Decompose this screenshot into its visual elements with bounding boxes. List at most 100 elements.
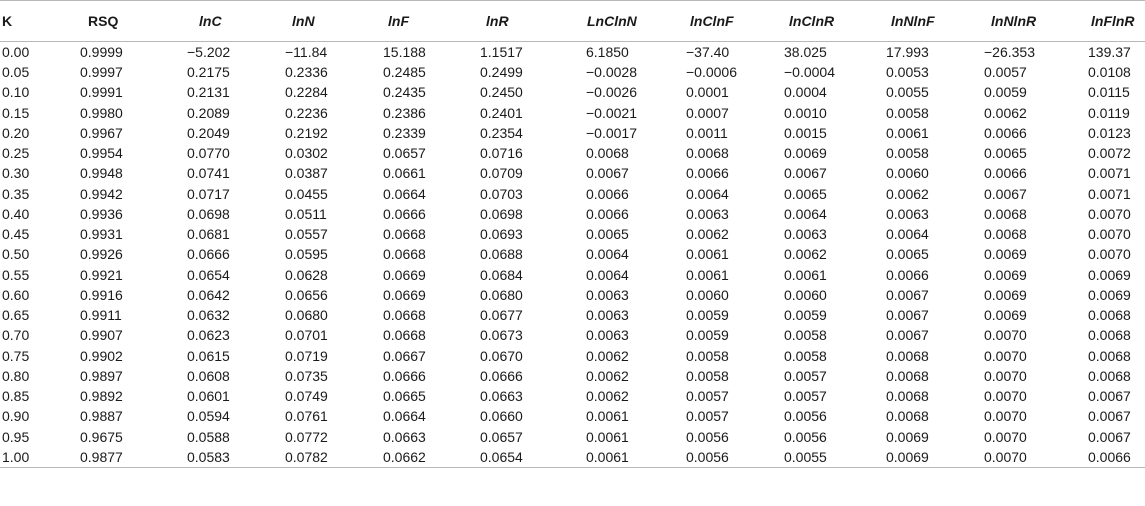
- cell-k: 0.50: [2, 246, 30, 263]
- cell-lnn: 0.2236: [285, 104, 328, 121]
- cell-lnnlnr: 0.0062: [984, 104, 1027, 121]
- cell-lnflnr: 0.0070: [1088, 205, 1131, 222]
- table-body: 0.00 0.9999 −5.202 −11.84 15.188 1.1517 6.1850…: [0, 42, 1145, 468]
- cell-lnf: 0.0666: [383, 367, 426, 384]
- table-row: 0.40 0.9936 0.0698 0.0511 0.0666 0.0698 0.0066…: [0, 204, 1145, 224]
- cell-lnn: 0.0680: [285, 307, 328, 324]
- cell-lnnlnr: 0.0066: [984, 124, 1027, 141]
- cell-lnclnr: 0.0062: [784, 246, 827, 263]
- cell-lnclnn: 0.0064: [586, 266, 629, 283]
- cell-lnn: 0.0749: [285, 388, 328, 405]
- cell-lnclnn: −0.0017: [586, 124, 637, 141]
- cell-lnnlnf: 0.0068: [886, 408, 929, 425]
- cell-lnr: 0.0680: [480, 286, 523, 303]
- cell-lnn: 0.0701: [285, 327, 328, 344]
- table-row: 0.70 0.9907 0.0623 0.0701 0.0668 0.0673 0.0063…: [0, 325, 1145, 345]
- cell-rsq: 0.9948: [80, 165, 123, 182]
- table-row: 0.55 0.9921 0.0654 0.0628 0.0669 0.0684 0.0064…: [0, 265, 1145, 285]
- cell-lnc: 0.0770: [187, 145, 230, 162]
- cell-rsq: 0.9907: [80, 327, 123, 344]
- cell-lnc: 0.0717: [187, 185, 230, 202]
- cell-rsq: 0.9926: [80, 246, 123, 263]
- cell-rsq: 0.9997: [80, 64, 123, 81]
- cell-lnf: 0.0662: [383, 448, 426, 465]
- cell-lnclnf: 0.0059: [686, 307, 729, 324]
- cell-rsq: 0.9991: [80, 84, 123, 101]
- header-lnclnf: lnClnF: [690, 13, 734, 29]
- cell-lnclnf: 0.0062: [686, 226, 729, 243]
- cell-lnnlnf: 0.0058: [886, 145, 929, 162]
- cell-k: 0.85: [2, 388, 30, 405]
- cell-lnf: 0.2485: [383, 64, 426, 81]
- table-row: 0.80 0.9897 0.0608 0.0735 0.0666 0.0666 0.0062…: [0, 366, 1145, 386]
- cell-lnnlnf: 0.0067: [886, 307, 929, 324]
- cell-lnf: 0.2339: [383, 124, 426, 141]
- cell-rsq: 0.9936: [80, 205, 123, 222]
- cell-k: 0.15: [2, 104, 30, 121]
- cell-lnclnn: 0.0065: [586, 226, 629, 243]
- cell-lnclnn: 0.0068: [586, 145, 629, 162]
- cell-lnr: 0.2354: [480, 124, 523, 141]
- cell-lnn: 0.0595: [285, 246, 328, 263]
- cell-lnclnr: 38.025: [784, 44, 827, 60]
- header-k: K: [2, 13, 13, 29]
- header-lnflnr: lnFlnR: [1091, 13, 1135, 29]
- cell-lnflnr: 0.0071: [1088, 185, 1131, 202]
- cell-lnr: 0.0657: [480, 428, 523, 445]
- cell-lnnlnf: 0.0053: [886, 64, 929, 81]
- cell-lnf: 0.0669: [383, 286, 426, 303]
- cell-lnn: −11.84: [285, 44, 328, 60]
- cell-lnnlnf: 0.0069: [886, 428, 929, 445]
- cell-lnn: 0.0511: [285, 205, 327, 222]
- cell-lnc: 0.0623: [187, 327, 230, 344]
- header-row: K RSQ lnC lnN lnF lnR LnClnN lnClnF lnCl…: [0, 0, 1145, 42]
- cell-k: 0.70: [2, 327, 30, 344]
- cell-lnclnr: 0.0056: [784, 408, 827, 425]
- cell-lnnlnf: 0.0060: [886, 165, 929, 182]
- cell-lnc: 0.0654: [187, 266, 230, 283]
- cell-lnnlnf: 0.0067: [886, 327, 929, 344]
- cell-lnn: 0.0719: [285, 347, 328, 364]
- cell-lnn: 0.0782: [285, 448, 328, 465]
- cell-rsq: 0.9911: [80, 307, 122, 324]
- header-lnn: lnN: [292, 13, 315, 29]
- cell-lnflnr: 0.0069: [1088, 286, 1131, 303]
- cell-lnflnr: 139.37: [1088, 44, 1131, 60]
- header-lnc: lnC: [199, 13, 222, 29]
- cell-k: 1.00: [2, 448, 30, 465]
- cell-lnclnr: 0.0065: [784, 185, 827, 202]
- cell-lnnlnr: 0.0066: [984, 165, 1027, 182]
- cell-lnflnr: 0.0108: [1088, 64, 1131, 81]
- table-row: 0.00 0.9999 −5.202 −11.84 15.188 1.1517 6.1850…: [0, 42, 1145, 63]
- cell-lnn: 0.0628: [285, 266, 328, 283]
- cell-lnclnf: −37.40: [686, 44, 730, 60]
- cell-lnclnn: 0.0067: [586, 165, 629, 182]
- cell-lnclnr: 0.0061: [784, 266, 827, 283]
- cell-lnc: 0.0601: [187, 388, 230, 405]
- cell-lnnlnr: −26.353: [984, 44, 1035, 60]
- cell-lnclnr: 0.0058: [784, 347, 827, 364]
- cell-lnnlnf: 0.0067: [886, 286, 929, 303]
- cell-lnclnf: 0.0060: [686, 286, 729, 303]
- cell-lnn: 0.0772: [285, 428, 328, 445]
- cell-lnclnr: 0.0069: [784, 145, 827, 162]
- cell-lnc: 0.0588: [187, 428, 230, 445]
- cell-lnclnr: 0.0004: [784, 84, 827, 101]
- cell-lnf: 0.0665: [383, 388, 426, 405]
- cell-lnclnr: 0.0057: [784, 367, 827, 384]
- cell-lnclnr: 0.0055: [784, 448, 827, 465]
- cell-lnclnn: 0.0063: [586, 286, 629, 303]
- cell-lnc: 0.0741: [187, 165, 230, 182]
- cell-lnnlnr: 0.0070: [984, 347, 1027, 364]
- cell-lnclnr: 0.0063: [784, 226, 827, 243]
- cell-rsq: 0.9877: [80, 448, 123, 465]
- cell-lnnlnr: 0.0059: [984, 84, 1027, 101]
- cell-lnn: 0.2284: [285, 84, 328, 101]
- cell-lnc: 0.0642: [187, 286, 230, 303]
- cell-rsq: 0.9931: [80, 226, 123, 243]
- cell-k: 0.80: [2, 367, 30, 384]
- cell-rsq: 0.9887: [80, 408, 123, 425]
- cell-lnf: 0.0669: [383, 266, 426, 283]
- cell-k: 0.90: [2, 408, 30, 425]
- cell-k: 0.60: [2, 286, 30, 303]
